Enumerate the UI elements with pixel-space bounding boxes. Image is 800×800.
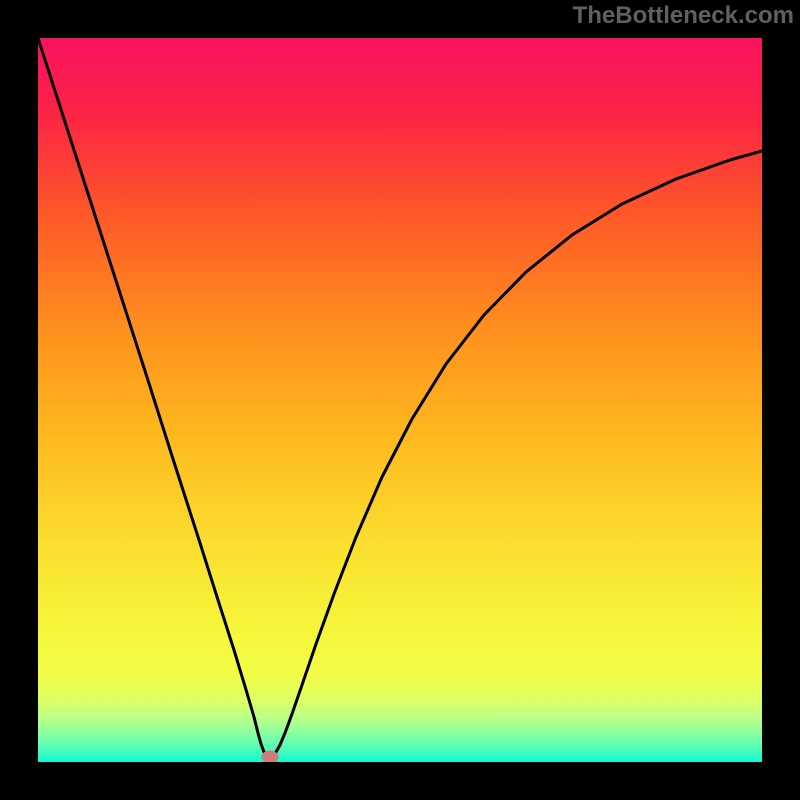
minimum-marker	[262, 751, 279, 764]
plot-gradient-background	[38, 38, 762, 762]
bottleneck-chart-svg	[0, 0, 800, 800]
chart-canvas: TheBottleneck.com	[0, 0, 800, 800]
